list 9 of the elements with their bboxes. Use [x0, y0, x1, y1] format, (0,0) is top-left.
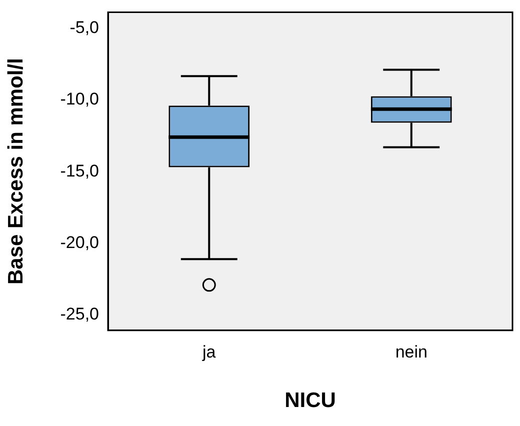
y-tick-label: -15,0 — [60, 161, 99, 180]
y-tick-label: -10,0 — [60, 90, 99, 109]
y-tick-label: -25,0 — [60, 304, 99, 324]
y-axis-title: Base Excess in mmol/l — [4, 58, 28, 285]
y-tick-label: -20,0 — [60, 233, 99, 252]
x-axis-title: NICU — [284, 389, 336, 412]
x-tick-label: ja — [202, 342, 216, 362]
y-tick-label: -5,0 — [70, 18, 99, 37]
x-tick-label: nein — [395, 342, 428, 362]
